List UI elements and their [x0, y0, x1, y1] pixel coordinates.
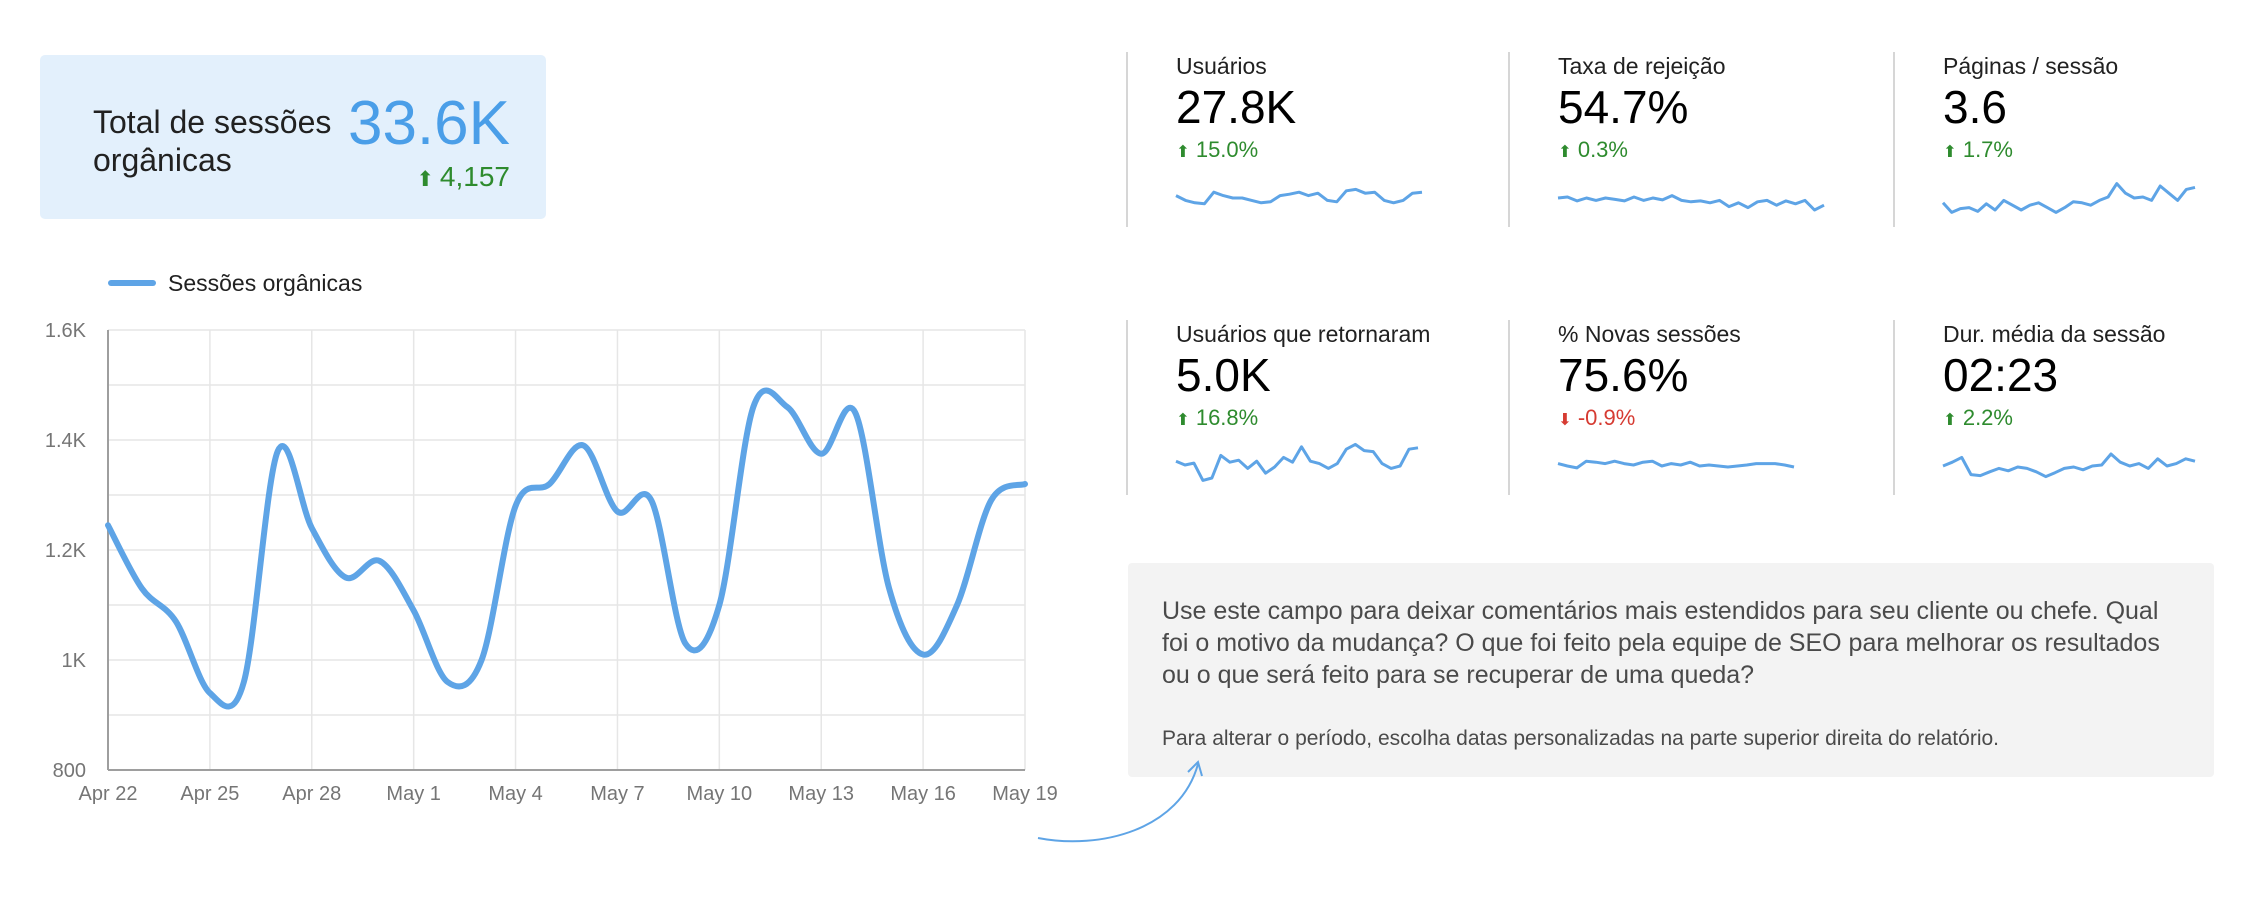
- kpi-delta-value: 0.3%: [1577, 137, 1628, 162]
- legend-swatch: [108, 280, 156, 286]
- arrow-up-icon: ⬆: [1176, 143, 1190, 161]
- x-tick-label: May 19: [992, 783, 1058, 805]
- kpi-title: % Novas sessões: [1558, 321, 1741, 347]
- x-tick-label: Apr 22: [79, 783, 138, 805]
- kpi-pages-per-session: Páginas / sessão 3.6 ⬆ 1.7%: [1893, 52, 2252, 227]
- legend-label: Sessões orgânicas: [168, 269, 363, 296]
- series-line-organic-sessions: [105, 387, 1028, 710]
- kpi-sparkline: [1557, 194, 1825, 212]
- arrow-up-icon: ⬆: [1943, 411, 1957, 429]
- organic-sessions-line-chart: 800 1K 1.2K 1.4K 1.6K Apr 22 Apr 25 Apr 28 May 1…: [45, 320, 1058, 805]
- kpi-value: 27.8K: [1176, 81, 1297, 133]
- kpi-title: Dur. média da sessão: [1943, 321, 2166, 347]
- kpi-value: 02:23: [1943, 349, 2059, 401]
- sparkline-path: [1175, 187, 1423, 206]
- kpi-value: 5.0K: [1176, 349, 1271, 401]
- x-tick-label: May 13: [788, 783, 854, 805]
- sparkline-path: [1557, 194, 1825, 212]
- kpi-title: Taxa de rejeição: [1558, 53, 1726, 79]
- kpi-sparkline: [1175, 442, 1419, 482]
- kpi-delta: ⬆ 2.2%: [1943, 404, 2013, 434]
- sparkline-path: [1557, 459, 1795, 470]
- chart-legend: Sessões orgânicas: [108, 268, 362, 298]
- y-tick-label: 1.6K: [45, 320, 87, 342]
- kpi-delta: ⬆ 15.0%: [1176, 136, 1258, 166]
- arrow-up-icon: ⬆: [1176, 411, 1190, 429]
- x-tick-label: Apr 28: [282, 783, 341, 805]
- kpi-delta: ⬆ 1.7%: [1943, 136, 2013, 166]
- kpi-delta: ⬆ 16.8%: [1176, 404, 1258, 434]
- x-tick-label: May 4: [488, 783, 542, 805]
- total-organic-sessions-delta: ⬆ 4,157: [416, 160, 510, 197]
- x-tick-label: May 10: [687, 783, 753, 805]
- kpi-value: 54.7%: [1558, 81, 1689, 133]
- sparkline-path: [1942, 452, 2196, 479]
- kpi-new-sessions: % Novas sessões 75.6% ⬇ -0.9%: [1508, 320, 1878, 495]
- x-tick-label: May 16: [890, 783, 956, 805]
- kpi-sparkline: [1941, 182, 2196, 214]
- kpi-delta-value: 15.0%: [1195, 137, 1259, 162]
- kpi-delta-value: -0.9%: [1577, 405, 1636, 430]
- kpi-delta-value: 2.2%: [1962, 405, 2013, 430]
- grid-lines: [107, 329, 1026, 771]
- kpi-users: Usuários 27.8K ⬆ 15.0%: [1126, 52, 1496, 227]
- kpi-returning-users: Usuários que retornaram 5.0K ⬆ 16.8%: [1126, 320, 1496, 495]
- comment-text: Use este campo para deixar comentários m…: [1162, 597, 2160, 689]
- x-tick-label: Apr 25: [180, 783, 239, 805]
- kpi-delta-value: 1.7%: [1962, 137, 2013, 162]
- kpi-sparkline: [1557, 459, 1795, 470]
- x-tick-label: May 7: [590, 783, 644, 805]
- sparkline-path: [1175, 442, 1419, 482]
- arrow-up-icon: ⬆: [416, 168, 434, 191]
- kpi-title: Usuários que retornaram: [1176, 321, 1431, 347]
- kpi-delta: ⬆ 0.3%: [1558, 136, 1628, 166]
- kpi-sparkline: [1942, 452, 2196, 479]
- period-note: Para alterar o período, escolha datas pe…: [1162, 727, 1999, 750]
- kpi-value: 3.6: [1943, 81, 2007, 133]
- kpi-title: Páginas / sessão: [1943, 53, 2119, 79]
- connector-arrow-icon: [1037, 760, 1203, 843]
- kpi-bounce-rate: Taxa de rejeição 54.7% ⬆ 0.3%: [1508, 52, 1878, 227]
- kpi-value: 75.6%: [1558, 349, 1689, 401]
- total-organic-sessions-value: 33.6K: [347, 89, 510, 158]
- y-tick-label: 1K: [62, 650, 87, 672]
- kpi-sparkline: [1175, 187, 1423, 206]
- y-tick-label: 800: [53, 760, 86, 782]
- kpi-title: Usuários: [1176, 53, 1267, 79]
- kpi-delta-value: 16.8%: [1195, 405, 1259, 430]
- x-tick-label: May 1: [386, 783, 440, 805]
- total-organic-sessions-card: Total de sessões orgânicas 33.6K ⬆ 4,157: [40, 55, 546, 219]
- total-delta-value: 4,157: [439, 161, 510, 192]
- total-organic-sessions-label: Total de sessões orgânicas: [93, 104, 332, 178]
- kpi-delta: ⬇ -0.9%: [1558, 404, 1635, 434]
- sparkline-path: [1941, 182, 2196, 214]
- kpi-avg-session-duration: Dur. média da sessão 02:23 ⬆ 2.2%: [1893, 320, 2252, 495]
- comment-box: Use este campo para deixar comentários m…: [1128, 563, 2214, 777]
- arrow-up-icon: ⬆: [1558, 143, 1572, 161]
- y-tick-label: 1.4K: [45, 430, 87, 452]
- arrow-up-icon: ⬆: [1943, 143, 1957, 161]
- y-tick-label: 1.2K: [45, 540, 87, 562]
- arrow-down-icon: ⬇: [1558, 411, 1572, 429]
